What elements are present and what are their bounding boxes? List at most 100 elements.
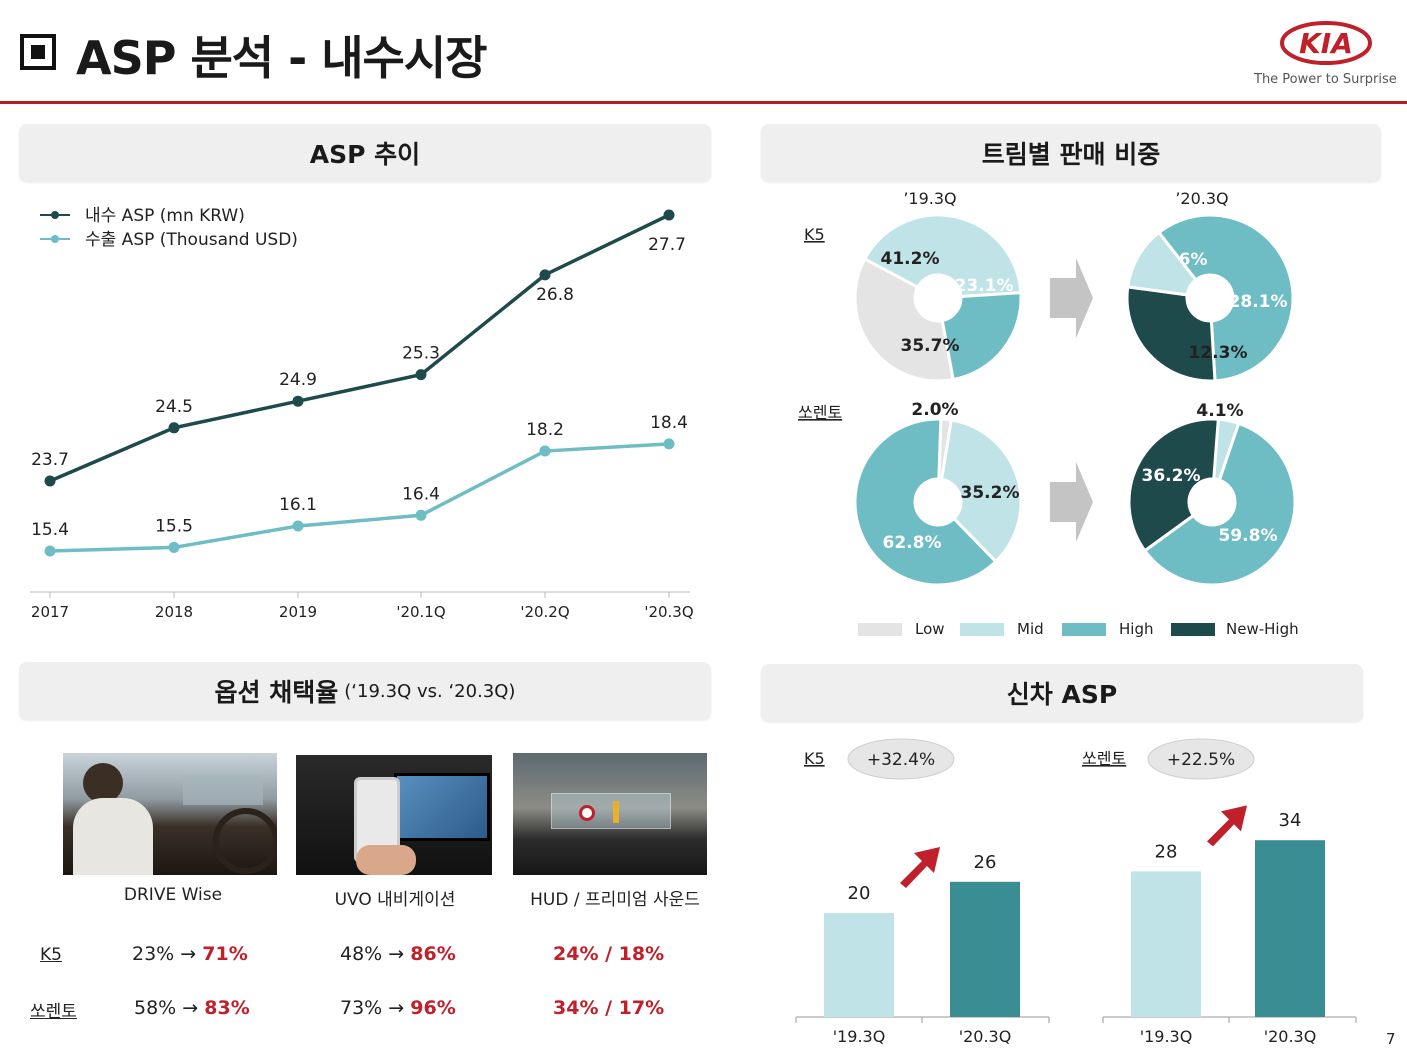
option-rate-sorento-uvo: 73% → 96% xyxy=(340,997,456,1019)
data-label: 25.3 xyxy=(402,344,440,364)
pie-label: 41.2% xyxy=(881,249,940,269)
hud-photo xyxy=(513,753,707,875)
data-point xyxy=(539,445,551,457)
option-rate-sorento-hud: 34% / 17% xyxy=(553,997,665,1019)
data-label: 18.4 xyxy=(650,413,688,433)
legend-label: Low xyxy=(915,620,945,638)
data-point xyxy=(168,541,180,553)
pie-row-label: K5 xyxy=(804,225,825,244)
growth-badge xyxy=(847,738,955,780)
series-line xyxy=(49,213,670,483)
data-point xyxy=(44,545,56,557)
pie-slice xyxy=(940,291,1023,382)
x-tick-label: 2017 xyxy=(31,603,69,621)
data-point xyxy=(168,422,180,434)
legend-label: 수출 ASP (Thousand USD) xyxy=(85,230,298,250)
pie-slice xyxy=(853,417,998,587)
data-point xyxy=(415,509,427,521)
bar-category-label: '19.3Q xyxy=(1140,1027,1193,1046)
data-point xyxy=(415,369,427,381)
growth-label: +32.4% xyxy=(867,750,935,770)
title-square-icon xyxy=(20,34,56,70)
asp-trend-line-chart: 2017 2018 2019 '20.1Q '20.2Q '20.3Q 23.7 24.5 24… xyxy=(30,206,694,621)
bar xyxy=(1255,840,1325,1017)
bar xyxy=(824,913,894,1017)
trim-mix-pie-charts: K541.2%23.1%35.7%’19.3Q59.6%28.1%12.3%’2… xyxy=(798,189,1299,638)
bar-value-label: 28 xyxy=(1155,841,1178,862)
growth-label: +22.5% xyxy=(1167,750,1235,770)
pie-label: 28.1% xyxy=(1229,292,1288,312)
brand-slogan: The Power to Surprise xyxy=(1254,72,1397,87)
feature-label-hud: HUD / 프리미엄 사운드 xyxy=(530,890,700,910)
x-tick-label: '20.2Q xyxy=(520,603,569,621)
page-number: 7 xyxy=(1386,1030,1396,1048)
arrow-right-icon xyxy=(1050,462,1093,542)
section-header-new-asp: 신차 ASP xyxy=(761,664,1363,722)
legend-label: High xyxy=(1119,620,1153,638)
option-row-label-k5: K5 xyxy=(40,945,62,965)
pie-label: 2.0% xyxy=(911,400,958,420)
drive-wise-photo xyxy=(63,753,277,875)
pie-slice xyxy=(1142,421,1297,587)
section-header-trim-mix: 트림별 판매 비중 xyxy=(761,124,1381,182)
legend-marker xyxy=(51,211,59,219)
growth-badge xyxy=(1147,738,1255,780)
data-label: 15.5 xyxy=(155,516,193,536)
bar-value-label: 26 xyxy=(974,852,997,873)
section-header-option: 옵션 채택율 (‘19.3Q vs. ‘20.3Q) xyxy=(19,662,711,720)
arrow-up-right-icon xyxy=(900,847,940,888)
x-tick-label: 2018 xyxy=(155,603,193,621)
feature-label-uvo: UVO 내비게이션 xyxy=(334,890,456,910)
legend-swatch xyxy=(1062,623,1106,636)
arrow-up-right-icon xyxy=(1207,805,1247,847)
option-rate-k5-uvo: 48% → 86% xyxy=(340,943,456,965)
pie-label: 12.3% xyxy=(1189,343,1248,363)
option-rate-k5-hud: 24% / 18% xyxy=(553,943,665,965)
pie-label: 4.1% xyxy=(1196,401,1243,421)
pie-label: 35.7% xyxy=(901,336,960,356)
bar-group-label: 쏘렌토 xyxy=(1082,749,1126,768)
data-label: 16.1 xyxy=(279,495,317,515)
svg-text:KIA: KIA xyxy=(1299,27,1353,60)
feature-label-drive-wise: DRIVE Wise xyxy=(123,885,223,905)
pie-period-label: ’19.3Q xyxy=(903,189,956,208)
pie-slice xyxy=(853,257,955,383)
pie-period-label: ’20.3Q xyxy=(1175,189,1228,208)
uvo-navigation-photo xyxy=(296,755,492,875)
pie-slice xyxy=(1127,417,1220,553)
bar-category-label: '20.3Q xyxy=(959,1027,1012,1046)
x-tick-label: '20.1Q xyxy=(396,603,445,621)
data-label: 23.7 xyxy=(31,450,69,470)
pie-label: 35.2% xyxy=(961,483,1020,503)
data-label: 24.9 xyxy=(279,370,317,390)
x-tick-label: 2019 xyxy=(279,603,317,621)
pie-row-label: 쏘렌토 xyxy=(798,403,842,422)
pie-slice xyxy=(1156,213,1295,383)
legend-marker xyxy=(51,235,59,243)
bar-value-label: 20 xyxy=(848,883,871,904)
new-asp-bar-charts: K5 +32.4% 20 '19.3Q 26 '20.3Q 쏘렌토 +22.5% 28 '19.3… xyxy=(795,738,1357,1046)
option-row-label-sorento: 쏘렌토 xyxy=(30,1002,77,1022)
header-divider xyxy=(0,101,1407,104)
legend-swatch xyxy=(960,623,1004,636)
pie-label: 59.8% xyxy=(1219,526,1278,546)
option-rate-sorento-drive-wise: 58% → 83% xyxy=(134,997,250,1019)
pie-slice xyxy=(1126,230,1198,297)
x-tick-label: '20.3Q xyxy=(644,603,693,621)
data-point xyxy=(292,395,304,407)
legend-label: Mid xyxy=(1017,620,1044,638)
data-point xyxy=(663,438,675,450)
bar-group-label: K5 xyxy=(804,749,825,768)
data-point xyxy=(44,475,56,487)
legend-label: 내수 ASP (mn KRW) xyxy=(85,206,245,226)
data-point xyxy=(292,520,304,532)
bar xyxy=(1131,871,1201,1017)
page-title: ASP 분석 - 내수시장 xyxy=(76,31,488,85)
bar-category-label: '20.3Q xyxy=(1264,1027,1317,1046)
data-label: 26.8 xyxy=(536,285,574,305)
legend-swatch xyxy=(1171,623,1215,636)
section-header-asp-trend: ASP 추이 xyxy=(19,124,711,182)
data-point xyxy=(663,209,675,221)
data-label: 18.2 xyxy=(526,420,564,440)
data-label: 27.7 xyxy=(648,235,686,255)
